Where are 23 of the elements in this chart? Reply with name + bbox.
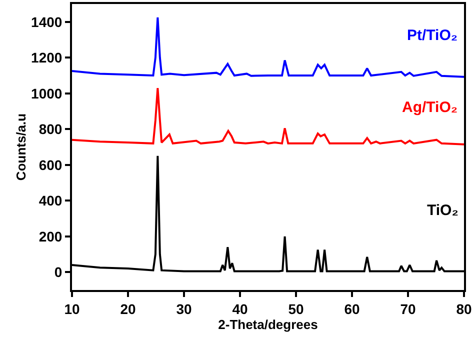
- x-tick-label: 20: [120, 300, 136, 317]
- series-label: Pt/TiO₂: [407, 27, 458, 44]
- y-tick-label: 1200: [31, 50, 62, 66]
- x-tick-label: 50: [288, 300, 304, 317]
- y-tick-label: 1400: [31, 14, 62, 30]
- line-series: [72, 16, 464, 78]
- x-tick-label: 10: [64, 300, 80, 317]
- y-tick-label: 600: [38, 156, 62, 173]
- series-label: Ag/TiO₂: [402, 99, 458, 116]
- y-tick-label: 400: [38, 192, 62, 209]
- x-tick-label: 80: [456, 300, 472, 317]
- x-tick-label: 40: [232, 300, 248, 317]
- x-tick-label: 60: [344, 300, 360, 317]
- y-tick-label: 800: [38, 121, 62, 138]
- y-tick-label: 0: [54, 264, 62, 280]
- y-axis-title: Counts/a.u: [13, 113, 28, 181]
- line-series: [72, 87, 464, 146]
- x-tick-label: 70: [400, 300, 416, 317]
- y-tick-label: 200: [38, 228, 62, 244]
- x-tick-label: 30: [176, 300, 192, 317]
- x-axis-title: 2-Theta/degrees: [218, 316, 318, 332]
- y-tick-label: 1000: [31, 85, 62, 102]
- text: TiO₂: [427, 202, 458, 219]
